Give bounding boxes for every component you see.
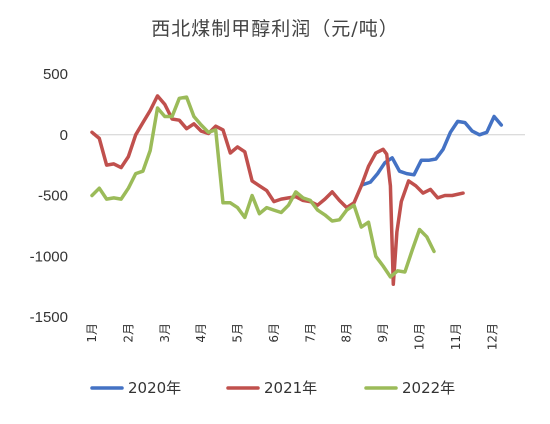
legend: 2020年 2021年 2022年	[90, 379, 455, 397]
legend-label: 2021年	[264, 379, 317, 397]
y-tick-label: 500	[43, 66, 68, 83]
x-tick-label: 8月	[340, 323, 354, 343]
x-tick-label: 11月	[449, 323, 463, 350]
x-tick-label: 12月	[485, 323, 499, 350]
y-tick-label: -1000	[30, 248, 68, 265]
series-lines	[90, 94, 504, 286]
legend-label: 2022年	[402, 379, 455, 397]
x-tick-label: 6月	[267, 323, 281, 343]
chart-title: 西北煤制甲醇利润（元/吨）	[151, 18, 399, 40]
series-line-2022年	[90, 95, 436, 279]
x-tick-label: 7月	[303, 323, 317, 343]
y-tick-label: 0	[60, 127, 68, 144]
x-tick-label: 3月	[158, 323, 172, 343]
y-tick-label: -500	[38, 188, 68, 205]
x-tick-label: 5月	[231, 323, 245, 343]
legend-label: 2020年	[128, 379, 181, 397]
y-axis-ticks: 500 0 -500 -1000 -1500	[30, 66, 68, 326]
series-line-2021年	[90, 94, 465, 286]
x-tick-label: 4月	[194, 323, 208, 343]
x-tick-label: 9月	[376, 323, 390, 343]
x-tick-label: 1月	[85, 323, 99, 343]
x-tick-label: 10月	[412, 323, 426, 350]
x-tick-label: 2月	[121, 323, 135, 343]
x-axis-ticks: 1月 2月 3月 4月 5月 6月 7月 8月 9月 10月 11月 12月	[85, 323, 499, 350]
y-tick-label: -1500	[30, 309, 68, 326]
